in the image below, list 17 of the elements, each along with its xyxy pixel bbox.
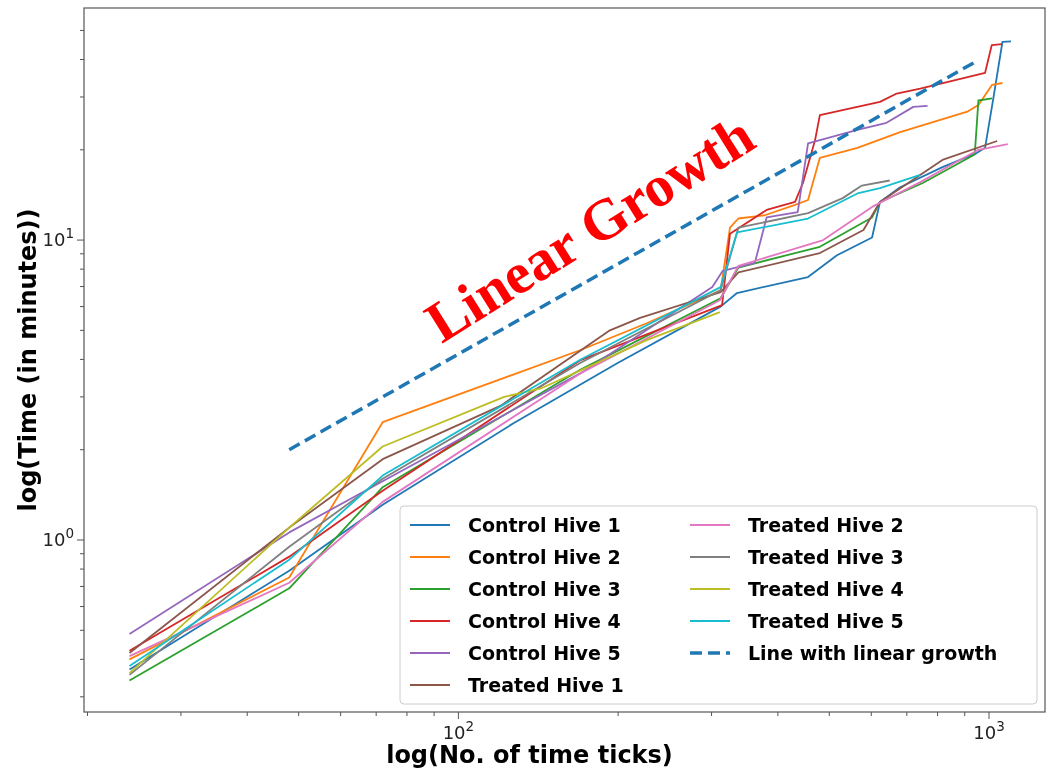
y-axis-title: log(Time (in minutes)): [14, 208, 42, 512]
legend-label: Control Hive 3: [468, 578, 621, 600]
legend-label: Control Hive 5: [468, 642, 621, 664]
legend-label: Treated Hive 1: [468, 674, 624, 696]
y-tick-label: 10$^{0}$: [42, 525, 74, 550]
x-tick-label: 10$^{3}$: [973, 718, 1005, 743]
legend-label: Line with linear growth: [748, 642, 998, 664]
legend-label: Treated Hive 3: [748, 546, 904, 568]
legend-label: Treated Hive 4: [748, 578, 904, 600]
legend-label: Control Hive 1: [468, 514, 621, 536]
x-tick-label: 10$^{2}$: [442, 718, 475, 743]
legend-label: Treated Hive 5: [748, 610, 904, 632]
legend-label: Treated Hive 2: [748, 514, 904, 536]
legend-label: Control Hive 4: [468, 610, 621, 632]
x-axis-title: log(No. of time ticks): [386, 741, 673, 769]
y-tick-label: 10$^{1}$: [42, 225, 74, 251]
legend-label: Control Hive 2: [468, 546, 621, 568]
